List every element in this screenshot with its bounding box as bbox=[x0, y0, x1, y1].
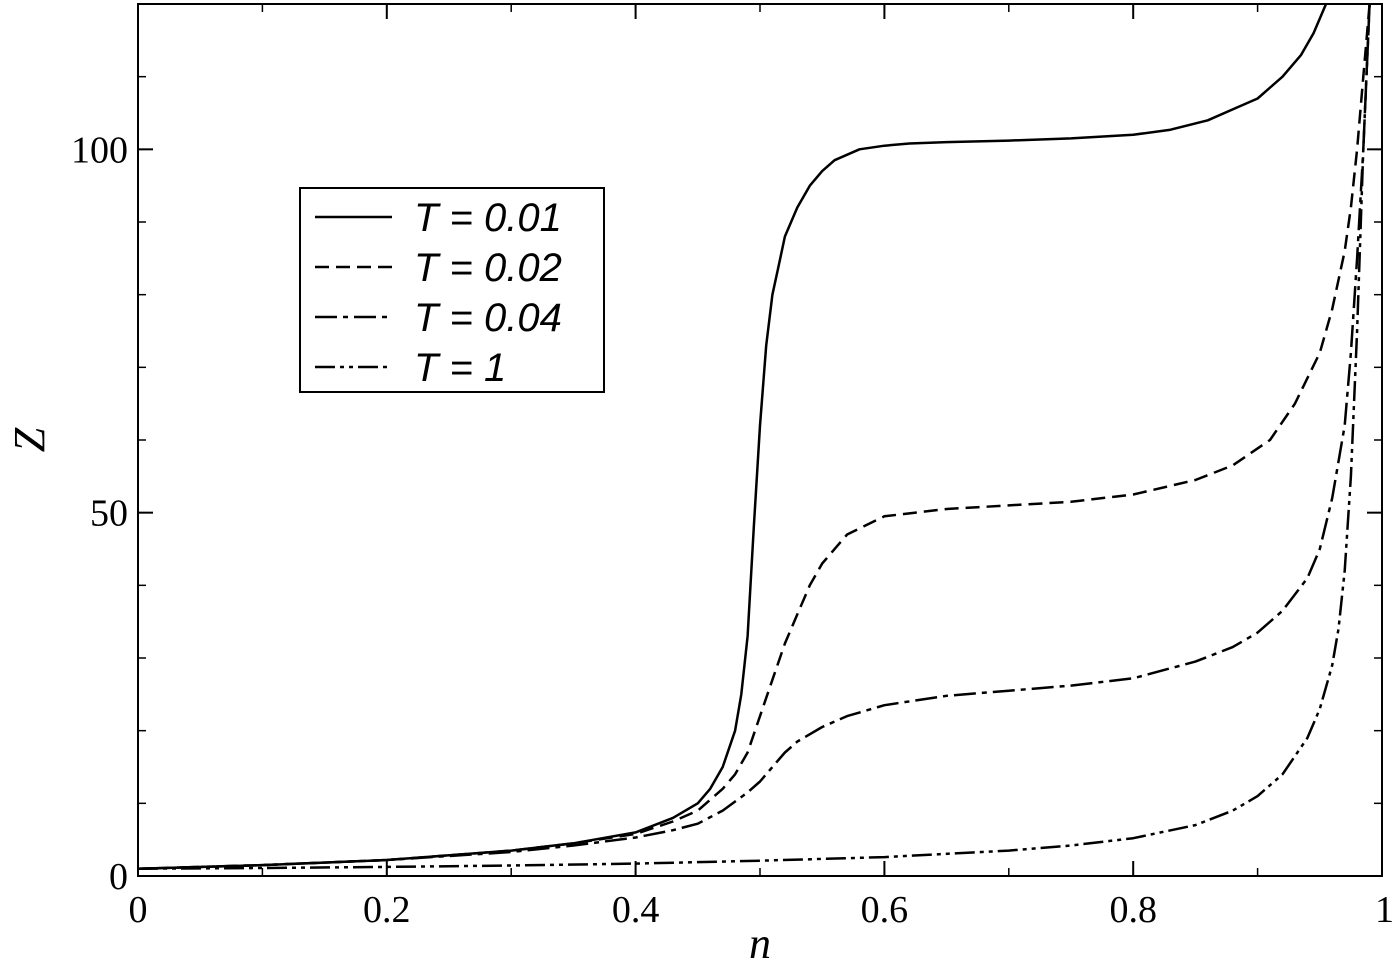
x-tick-label: 0.8 bbox=[1109, 889, 1157, 931]
plot-frame bbox=[137, 3, 1383, 877]
series-line bbox=[138, 4, 1328, 870]
x-axis-title: n bbox=[749, 919, 771, 962]
x-tick-label: 0.2 bbox=[363, 889, 411, 931]
y-tick-label: 100 bbox=[71, 129, 128, 171]
x-tick-labels: 0 0.2 0.4 0.6 0.8 1 bbox=[129, 889, 1395, 931]
series-line bbox=[138, 4, 1371, 870]
legend-label: T = 0.04 bbox=[414, 296, 562, 340]
x-tick-label: 0 bbox=[129, 889, 148, 931]
legend: T = 0.01 T = 0.02 T = 0.04 T = 1 bbox=[299, 187, 605, 393]
series-line bbox=[138, 4, 1371, 870]
series-line bbox=[138, 4, 1371, 870]
legend-label: T = 0.01 bbox=[414, 196, 562, 240]
legend-label: T = 0.02 bbox=[414, 246, 562, 290]
y-tick-label: 50 bbox=[90, 493, 128, 535]
series-lines bbox=[138, 4, 1371, 870]
y-tick-labels: 0 50 100 bbox=[71, 129, 128, 898]
y-axis-title: Z bbox=[5, 427, 54, 452]
x-tick-label: 0.4 bbox=[612, 889, 660, 931]
x-tick-label: 0.6 bbox=[861, 889, 909, 931]
legend-box bbox=[299, 187, 605, 393]
legend-label: T = 1 bbox=[414, 346, 506, 390]
x-tick-label: 1 bbox=[1375, 889, 1394, 931]
y-tick-label: 0 bbox=[109, 856, 128, 898]
